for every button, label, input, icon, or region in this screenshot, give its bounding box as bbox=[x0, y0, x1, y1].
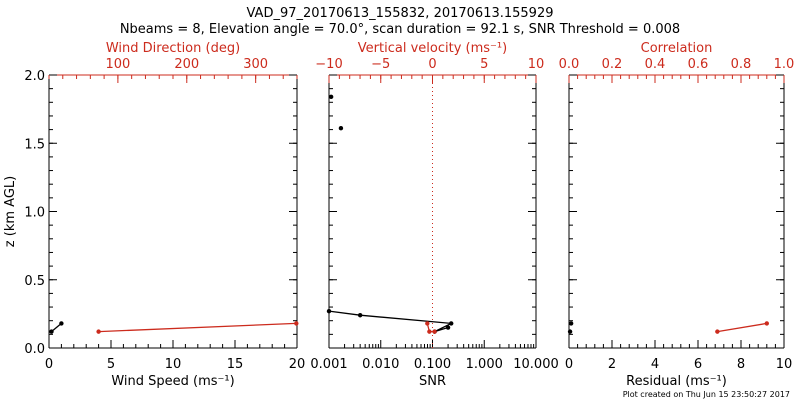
data-point-vertical-velocity bbox=[432, 329, 437, 334]
x-bottom-tick-label: 2 bbox=[608, 357, 616, 372]
x-top-tick-label: 0.4 bbox=[645, 57, 666, 72]
x-top-tick-label: 0.0 bbox=[559, 57, 580, 72]
x-bottom-axis-label: Residual (ms⁻¹) bbox=[626, 374, 727, 389]
y-tick-label: 0.5 bbox=[24, 274, 45, 289]
x-bottom-tick-label: 0 bbox=[45, 357, 53, 372]
y-tick-label: 1.0 bbox=[24, 206, 45, 221]
data-point-wind-direction bbox=[294, 321, 299, 326]
x-top-tick-label: −10 bbox=[315, 57, 342, 72]
y-tick-label: 1.5 bbox=[24, 137, 45, 152]
x-top-tick-label: 0.2 bbox=[602, 57, 623, 72]
x-bottom-tick-label: 10 bbox=[776, 357, 793, 372]
data-point-snr-upper-levels bbox=[338, 126, 344, 131]
data-point-snr bbox=[357, 313, 363, 318]
x-bottom-tick-label: 10 bbox=[165, 357, 182, 372]
x-bottom-tick-label: 1.000 bbox=[466, 357, 503, 372]
x-top-tick-label: 1.0 bbox=[774, 57, 795, 72]
x-bottom-tick-label: 15 bbox=[227, 357, 244, 372]
series-line-wind-direction bbox=[98, 322, 297, 333]
data-point-snr bbox=[445, 325, 451, 330]
x-bottom-tick-label: 0.001 bbox=[310, 357, 347, 372]
y-tick-label: 2.0 bbox=[24, 69, 45, 84]
x-top-axis-label: Correlation bbox=[641, 41, 713, 56]
data-point-vertical-velocity bbox=[425, 321, 430, 326]
x-top-tick-label: 0.6 bbox=[688, 57, 709, 72]
x-top-tick-label: −5 bbox=[371, 57, 390, 72]
data-point-vertical-velocity bbox=[427, 329, 432, 334]
data-point-snr bbox=[449, 321, 454, 326]
series-line-snr bbox=[328, 310, 454, 333]
x-top-tick-label: 100 bbox=[105, 57, 130, 72]
x-bottom-tick-label: 20 bbox=[289, 357, 306, 372]
data-point-wind-speed bbox=[59, 321, 64, 326]
data-point-correlation bbox=[715, 329, 720, 334]
panel-wind: 0.0 0.5 1.0 1.5 2.0 z (km AGL) 0 5 10 15 20 Wind Sp… bbox=[3, 41, 305, 389]
x-bottom-tick-label: 8 bbox=[737, 357, 745, 372]
x-bottom-tick-label: 0.010 bbox=[362, 357, 399, 372]
series-line-correlation bbox=[717, 322, 767, 333]
data-point-snr-upper-levels bbox=[328, 94, 334, 100]
data-point-correlation bbox=[764, 321, 769, 326]
plot-created-footer: Plot created on Thu Jun 15 23:50:27 2017 bbox=[623, 390, 790, 399]
x-bottom-tick-label: 4 bbox=[651, 357, 659, 372]
panel-residual: 0 2 4 6 8 10 Residual (ms⁻¹) 0.0 0.2 0.4 0.6 0.8 1.0… bbox=[559, 41, 795, 389]
y-tick-label: 0.0 bbox=[24, 342, 45, 357]
x-bottom-axis-label: Wind Speed (ms⁻¹) bbox=[111, 374, 234, 389]
x-top-axis-label: Vertical velocity (ms⁻¹) bbox=[358, 41, 507, 56]
y-axis-label: z (km AGL) bbox=[3, 176, 18, 247]
chart-title-line1: VAD_97_20170613_155832, 20170613.155929 bbox=[247, 6, 554, 21]
chart-title-line2: Nbeams = 8, Elevation angle = 70.0°, sca… bbox=[120, 22, 680, 37]
x-top-tick-label: 200 bbox=[174, 57, 199, 72]
x-bottom-tick-label: 6 bbox=[694, 357, 702, 372]
x-top-tick-label: 0 bbox=[428, 57, 436, 72]
x-bottom-axis-label: SNR bbox=[419, 374, 446, 389]
x-top-tick-label: 5 bbox=[480, 57, 488, 72]
data-point-wind-direction bbox=[96, 329, 101, 334]
x-bottom-tick-label: 0.100 bbox=[414, 357, 451, 372]
x-bottom-tick-label: 0 bbox=[565, 357, 573, 372]
data-point-residual bbox=[567, 329, 573, 334]
x-top-axis-label: Wind Direction (deg) bbox=[106, 41, 240, 56]
x-top-tick-label: 10 bbox=[528, 57, 545, 72]
x-bottom-tick-label: 10.000 bbox=[513, 357, 559, 372]
x-top-tick-label: 0.8 bbox=[731, 57, 752, 72]
data-point-wind-speed bbox=[49, 329, 54, 334]
x-top-tick-label: 300 bbox=[243, 57, 268, 72]
data-point-residual bbox=[568, 321, 574, 326]
data-point-snr bbox=[326, 308, 332, 314]
panel-snr: 0.001 0.010 0.100 1.000 10.000 SNR −10 −5 0 5 10 Ve… bbox=[310, 41, 558, 389]
x-bottom-tick-label: 5 bbox=[107, 357, 115, 372]
